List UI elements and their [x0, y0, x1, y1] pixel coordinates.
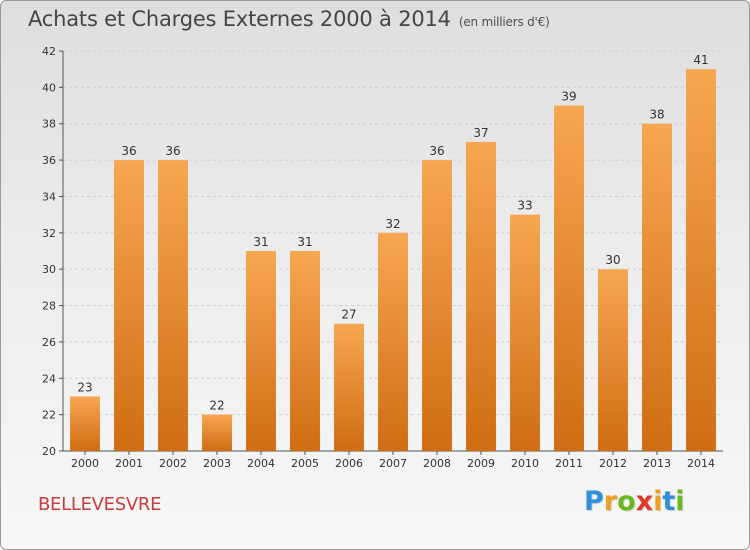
- x-tick-label: 2009: [467, 457, 495, 470]
- proxiti-logo: Proxiti: [584, 486, 685, 517]
- bar: [686, 69, 716, 451]
- bar: [642, 123, 672, 452]
- chart-title-text: Achats et Charges Externes 2000 à 2014: [28, 7, 451, 31]
- y-tick-label: 34: [42, 190, 56, 203]
- y-tick-label: 24: [42, 372, 56, 385]
- logo-letter: t: [662, 486, 676, 517]
- bar: [158, 160, 188, 451]
- bar: [422, 160, 452, 451]
- x-tick-label: 2006: [335, 457, 363, 470]
- bar-value-label: 30: [605, 253, 620, 267]
- y-tick-label: 32: [42, 227, 56, 240]
- bar-value-label: 41: [693, 53, 708, 67]
- bar-value-label: 39: [561, 90, 576, 104]
- bar: [70, 396, 100, 451]
- x-tick-label: 2002: [159, 457, 187, 470]
- bar: [202, 414, 232, 451]
- y-tick-label: 28: [42, 300, 56, 313]
- y-tick-label: 36: [42, 154, 56, 167]
- x-tick-label: 2001: [115, 457, 143, 470]
- x-tick-label: 2010: [511, 457, 539, 470]
- bar-value-label: 22: [209, 399, 224, 413]
- bar-value-label: 32: [385, 217, 400, 231]
- bar-value-label: 38: [649, 108, 664, 122]
- bar: [598, 269, 628, 451]
- y-tick-label: 30: [42, 263, 56, 276]
- x-tick-label: 2000: [71, 457, 99, 470]
- bar: [246, 251, 276, 451]
- bar: [114, 160, 144, 451]
- bar: [378, 232, 408, 451]
- bar-value-label: 37: [473, 126, 488, 140]
- chart-subtitle: (en milliers d'€): [458, 15, 550, 29]
- bar-value-label: 36: [121, 144, 136, 158]
- bar: [466, 141, 496, 451]
- bar: [554, 105, 584, 451]
- x-tick-label: 2003: [203, 457, 231, 470]
- logo-letter: i: [653, 486, 663, 517]
- bar-value-label: 23: [77, 380, 92, 394]
- bar-value-label: 36: [429, 144, 444, 158]
- bar-value-label: 27: [341, 308, 356, 322]
- bar: [334, 323, 364, 451]
- x-tick-label: 2013: [643, 457, 671, 470]
- logo-letter: r: [603, 486, 618, 517]
- y-tick-label: 38: [42, 118, 56, 131]
- logo-letter: x: [635, 486, 654, 517]
- y-tick-label: 22: [42, 409, 56, 422]
- y-tick-label: 40: [42, 81, 56, 94]
- logo-letter: i: [675, 486, 685, 517]
- y-tick-label: 20: [42, 445, 56, 458]
- y-tick-label: 26: [42, 336, 56, 349]
- bar-value-label: 31: [253, 235, 268, 249]
- logo-letter: P: [584, 486, 604, 517]
- commune-name: BELLEVESVRE: [38, 494, 162, 515]
- x-tick-label: 2012: [599, 457, 627, 470]
- chart-title: Achats et Charges Externes 2000 à 2014 (e…: [28, 7, 550, 31]
- bar: [290, 251, 320, 451]
- x-tick-label: 2005: [291, 457, 319, 470]
- bar-value-label: 36: [165, 144, 180, 158]
- bar-value-label: 31: [297, 235, 312, 249]
- x-tick-label: 2011: [555, 457, 583, 470]
- x-tick-label: 2007: [379, 457, 407, 470]
- bar-value-label: 33: [517, 199, 532, 213]
- bar: [510, 214, 540, 451]
- x-tick-label: 2004: [247, 457, 275, 470]
- x-tick-label: 2008: [423, 457, 451, 470]
- logo-letter: o: [617, 486, 636, 517]
- x-tick-label: 2014: [687, 457, 715, 470]
- y-tick-label: 42: [42, 45, 56, 58]
